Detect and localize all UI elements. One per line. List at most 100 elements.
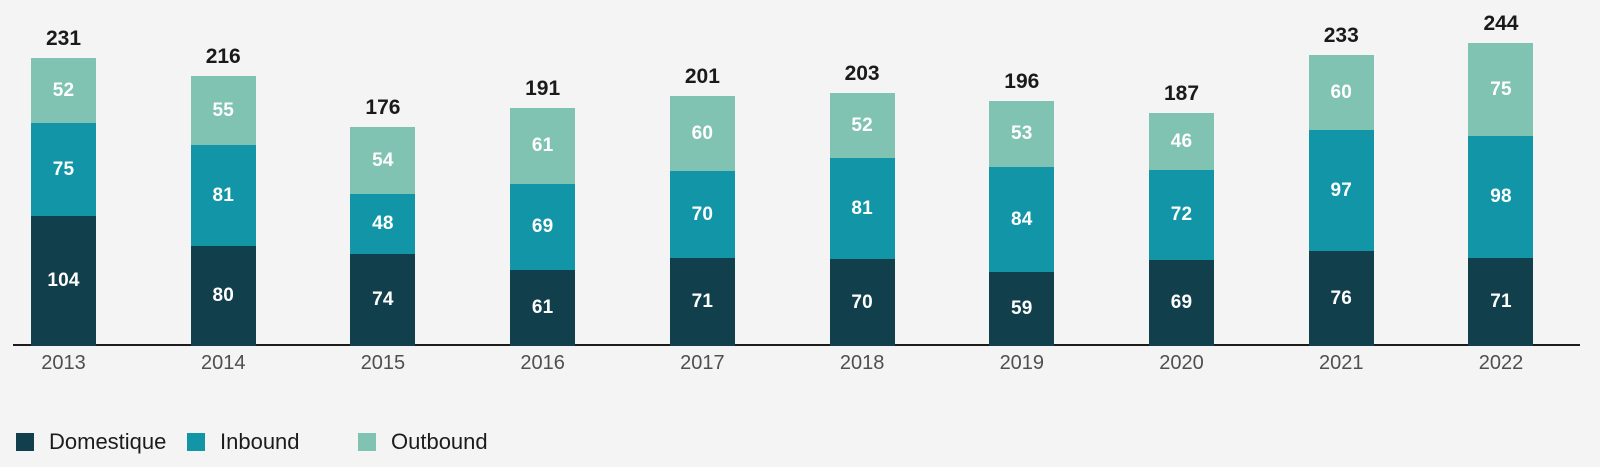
legend-item-domestique: Domestique (16, 429, 187, 455)
bar-total-label: 187 (1164, 82, 1200, 105)
bar-segment-inbound: 81 (190, 145, 256, 246)
bar-segment-outbound: 52 (31, 58, 96, 123)
segment-value-label: 52 (52, 79, 75, 101)
x-axis-tick-label: 2017 (680, 352, 725, 374)
legend-swatch-domestique (16, 433, 34, 451)
legend-swatch-outbound (358, 433, 376, 451)
segment-value-label: 54 (372, 149, 394, 171)
chart-legend: Domestique Inbound Outbound (16, 429, 529, 455)
bar-segment-inbound: 84 (989, 167, 1055, 272)
bar-segment-inbound: 69 (510, 184, 576, 270)
bar-stack: 55 81 80 (190, 76, 256, 346)
bar-segment-inbound: 72 (1149, 170, 1215, 260)
segment-value-label: 74 (372, 289, 394, 310)
legend-item-label: Outbound (391, 429, 488, 454)
bar-segment-inbound: 48 (350, 194, 416, 254)
bar-segment-domestique: 80 (190, 246, 256, 346)
bar-segment-outbound: 46 (1149, 113, 1215, 170)
segment-value-label: 60 (691, 122, 714, 144)
bar-total-label: 233 (1323, 24, 1359, 47)
bar-segment-inbound: 70 (669, 171, 735, 258)
segment-value-label: 98 (1490, 186, 1512, 207)
bar-total-label: 176 (365, 96, 401, 119)
x-axis-tick-label: 2016 (520, 352, 565, 374)
bar-segment-outbound: 60 (669, 96, 735, 171)
segment-value-label: 71 (691, 291, 714, 312)
x-axis-tick-label: 2020 (1159, 352, 1204, 374)
bar-group-2022: 75 98 71 (1468, 0, 1534, 346)
segment-value-label: 70 (851, 291, 873, 313)
bar-segment-domestique: 59 (989, 272, 1055, 346)
legend-item-label: Inbound (220, 429, 300, 454)
legend-swatch-inbound (187, 433, 205, 451)
segment-value-label: 61 (531, 135, 554, 156)
bar-segment-inbound: 75 (31, 123, 96, 216)
bar-segment-outbound: 52 (829, 93, 895, 158)
x-axis-tick-label: 2022 (1478, 352, 1524, 374)
segment-value-label: 69 (1170, 292, 1193, 313)
bar-segment-outbound: 55 (190, 76, 256, 145)
segment-value-label: 84 (1011, 208, 1033, 230)
bar-segment-domestique: 74 (350, 254, 416, 346)
x-axis-tick-label: 2015 (360, 352, 406, 374)
legend-item-label: Domestique (49, 429, 167, 454)
bar-segment-domestique: 76 (1308, 251, 1374, 346)
bar-segment-domestique: 71 (669, 258, 735, 346)
bar-segment-outbound: 75 (1468, 43, 1534, 136)
x-axis-tick-label: 2019 (999, 352, 1045, 374)
bar-group-2019: 53 84 59 (989, 0, 1055, 346)
segment-value-label: 80 (212, 285, 234, 306)
segment-value-label: 71 (1490, 291, 1512, 312)
bar-total-label: 203 (844, 62, 880, 85)
segment-value-label: 46 (1170, 130, 1193, 152)
x-axis-tick-label: 2014 (200, 352, 246, 374)
segment-value-label: 72 (1170, 204, 1193, 225)
bar-segment-inbound: 81 (829, 158, 895, 259)
segment-value-label: 55 (212, 99, 234, 121)
segment-value-label: 59 (1011, 298, 1033, 319)
bar-segment-domestique: 104 (31, 216, 96, 346)
bar-group-2018: 52 81 70 (829, 0, 895, 346)
bar-total-label: 231 (45, 27, 82, 50)
x-axis-tick-label: 2013 (41, 352, 86, 374)
bar-stack: 60 97 76 (1308, 55, 1374, 346)
legend-item-outbound: Outbound (358, 429, 529, 455)
segment-value-label: 69 (531, 216, 554, 237)
bar-stack: 53 84 59 (989, 101, 1055, 346)
bar-stack: 75 98 71 (1468, 43, 1534, 346)
segment-value-label: 75 (1490, 78, 1512, 100)
bar-group-2017: 60 70 71 (669, 0, 735, 346)
bar-segment-domestique: 71 (1468, 258, 1534, 346)
bar-group-2020: 46 72 69 (1149, 0, 1215, 346)
legend-item-inbound: Inbound (187, 429, 358, 455)
bar-segment-outbound: 53 (989, 101, 1055, 167)
bar-segment-inbound: 98 (1468, 136, 1534, 258)
segment-value-label: 97 (1330, 179, 1353, 201)
bar-group-2016: 61 69 61 (510, 0, 576, 346)
segment-value-label: 48 (372, 213, 394, 234)
segment-value-label: 81 (851, 197, 873, 219)
segment-value-label: 53 (1011, 123, 1033, 144)
bar-segment-outbound: 60 (1308, 55, 1374, 130)
segment-value-label: 60 (1330, 81, 1353, 103)
bar-group-2021: 60 97 76 (1308, 0, 1374, 346)
bar-group-2014: 55 81 80 (190, 0, 256, 346)
segment-value-label: 104 (47, 270, 80, 291)
segment-value-label: 76 (1330, 287, 1353, 309)
bar-total-label: 216 (205, 45, 241, 68)
bar-segment-domestique: 70 (829, 259, 895, 346)
bar-stack: 54 48 74 (350, 127, 416, 346)
bar-segment-domestique: 61 (510, 270, 576, 346)
x-axis-tick-label: 2021 (1319, 352, 1364, 374)
bar-total-label: 191 (525, 77, 561, 100)
bar-group-2013: 52 75 104 (31, 0, 96, 346)
bar-segment-outbound: 54 (350, 127, 416, 194)
bar-stack: 52 75 104 (31, 58, 96, 346)
x-axis-line (13, 344, 1580, 346)
segment-value-label: 70 (691, 203, 714, 225)
bar-group-2015: 54 48 74 (350, 0, 416, 346)
bar-stack: 60 70 71 (669, 96, 735, 346)
bar-total-label: 244 (1483, 12, 1519, 35)
